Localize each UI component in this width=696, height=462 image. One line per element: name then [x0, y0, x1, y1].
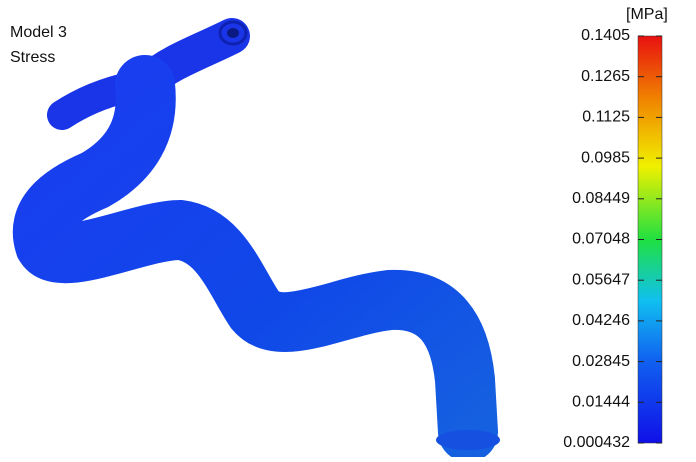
- colorbar-unit: [MPa]: [626, 6, 668, 23]
- colorbar-tick-label: 0.02845: [572, 353, 630, 370]
- colorbar-tick-label: 0.1125: [582, 109, 630, 126]
- colorbar-tick-label: 0.000432: [563, 434, 630, 451]
- colorbar-tick-label: 0.05647: [572, 271, 630, 288]
- vessel: [43, 22, 500, 450]
- figure: Model 3 Stress [MPa] 0.1405 0.1265 0.1125 0…: [0, 0, 696, 457]
- colorbar-tick-label: 0.04246: [572, 312, 630, 329]
- caption-model: Model 3: [10, 24, 67, 41]
- colorbar-tick-label: 0.1405: [581, 27, 630, 44]
- colorbar-tick-label: 0.0985: [581, 149, 630, 166]
- colorbar-tick-label: 0.07048: [572, 231, 630, 248]
- caption-quantity: Stress: [10, 49, 55, 66]
- colorbar-tick-label: 0.08449: [572, 190, 630, 207]
- colorbar-tick-label: 0.01444: [572, 394, 630, 411]
- colorbar-tick-label: 0.1265: [581, 68, 630, 85]
